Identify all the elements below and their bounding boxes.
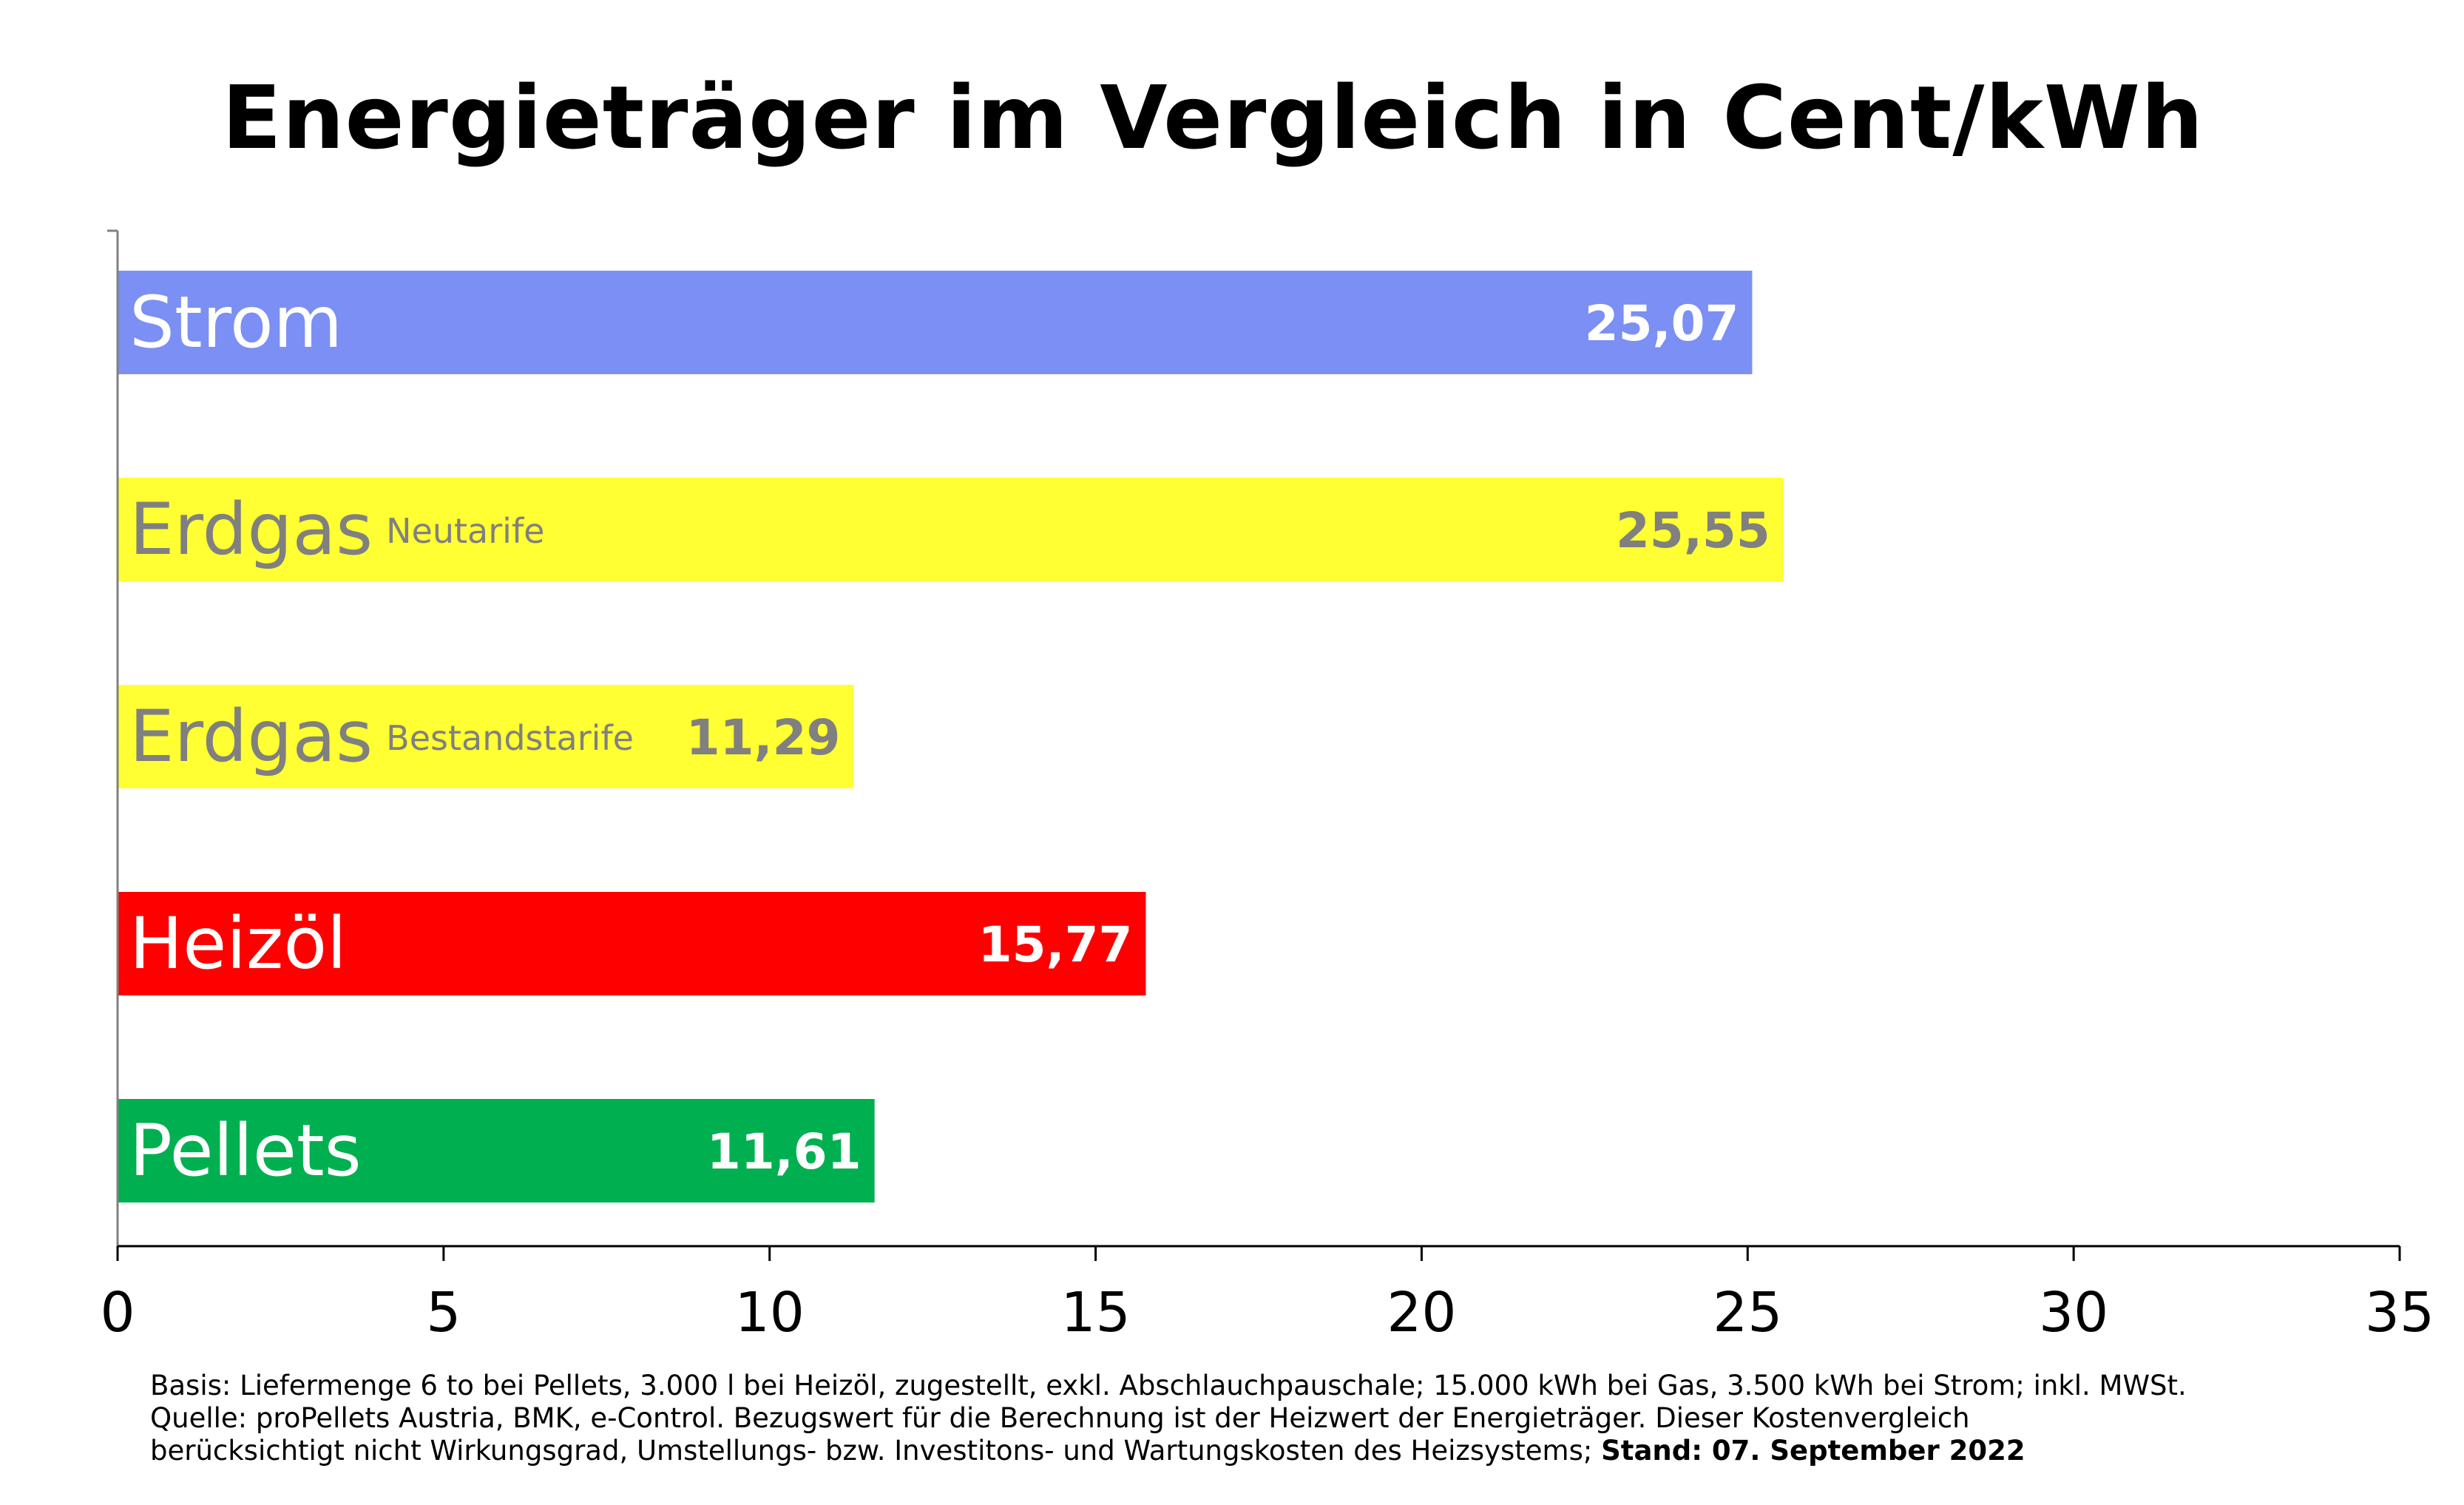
bar-value-label-4: 11,61 (707, 1123, 862, 1180)
bar-label-4: Pellets (129, 1109, 362, 1192)
bar-label-3: Heizöl (129, 902, 347, 985)
bar-sublabel-2: Bestandstarife (386, 718, 634, 758)
x-tick-label-1: 5 (426, 1281, 461, 1345)
footnote: Basis: Liefermenge 6 to bei Pellets, 3.0… (150, 1370, 2406, 1467)
bar-chart: Strom 25,07 Erdgas Neutarife 25,55 Erdgas Best… (100, 229, 2434, 1345)
x-tick-label-7: 35 (2365, 1281, 2434, 1345)
bar-value-label-2: 11,29 (686, 709, 841, 766)
x-tick-label-0: 0 (100, 1281, 135, 1345)
bar-label-1: Erdgas (129, 488, 373, 571)
bar-value-label-1: 25,55 (1616, 502, 1770, 559)
bar-label-0: Strom (129, 281, 342, 364)
axes-layer: 0 5 10 15 20 25 30 35 (100, 229, 2434, 1345)
bars-layer: Strom 25,07 Erdgas Neutarife 25,55 Erdgas Best… (118, 271, 1784, 1203)
footnote-line-3-text: berücksichtigt nicht Wirkungsgrad, Umste… (150, 1435, 1602, 1467)
bar-2 (118, 685, 854, 788)
footnote-date: Stand: 07. September 2022 (1601, 1435, 2025, 1467)
footnote-line-2: Quelle: proPellets Austria, BMK, e-Contr… (150, 1402, 1970, 1434)
bar-sublabel-1: Neutarife (386, 511, 544, 551)
x-tick-label-3: 15 (1060, 1281, 1130, 1345)
footnote-line-1: Basis: Liefermenge 6 to bei Pellets, 3.0… (150, 1370, 2187, 1401)
chart-title: Energieträger im Vergleich in Cent/kWh (222, 67, 2204, 169)
footnote-line-3: berücksichtigt nicht Wirkungsgrad, Umste… (150, 1435, 2406, 1467)
bar-value-label-3: 15,77 (978, 916, 1133, 973)
bar-label-2: Erdgas (129, 695, 373, 778)
x-tick-label-5: 25 (1713, 1281, 1782, 1345)
bar-1 (118, 478, 1784, 581)
bar-0 (118, 271, 1753, 374)
bar-3 (118, 892, 1146, 995)
x-tick-label-6: 30 (2039, 1281, 2108, 1345)
x-tick-label-4: 20 (1387, 1281, 1456, 1345)
bar-value-label-0: 25,07 (1585, 295, 1739, 352)
x-tick-label-2: 10 (735, 1281, 805, 1345)
bar-4 (118, 1099, 875, 1203)
